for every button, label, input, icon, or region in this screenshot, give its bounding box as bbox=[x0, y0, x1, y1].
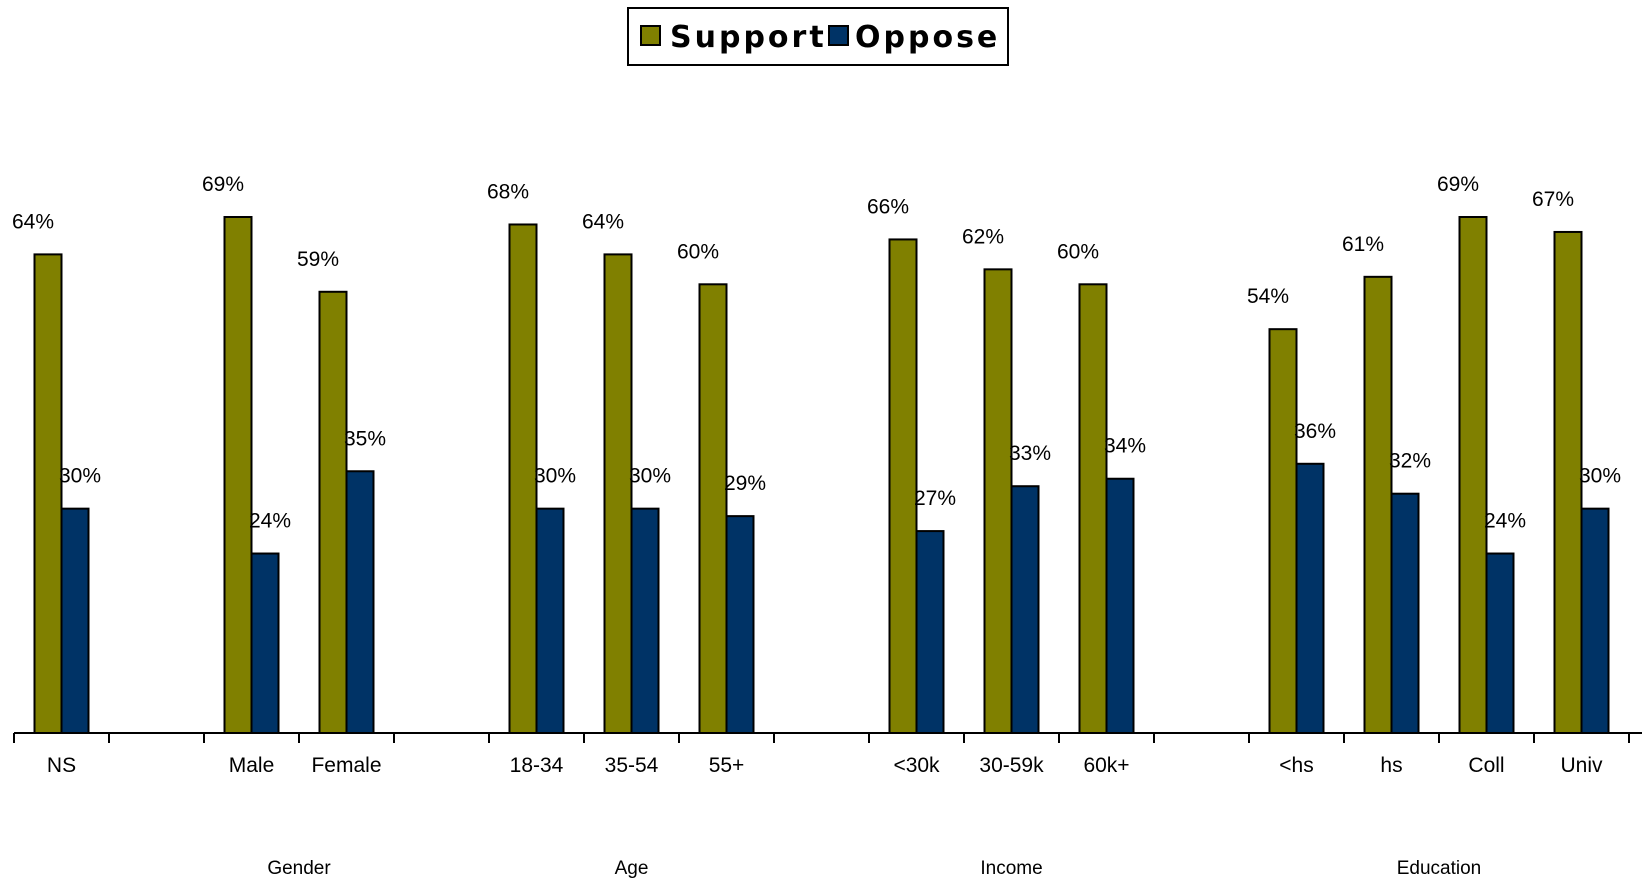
legend: Support Oppose bbox=[627, 7, 1009, 66]
bar-oppose bbox=[725, 515, 755, 734]
group-label: Income bbox=[980, 858, 1042, 879]
bar-oppose bbox=[1010, 485, 1040, 734]
data-label-oppose: 36% bbox=[1294, 420, 1336, 443]
data-label-support: 59% bbox=[297, 248, 339, 271]
group-label: Education bbox=[1397, 858, 1482, 879]
data-label-support: 69% bbox=[202, 173, 244, 196]
group-label: Age bbox=[615, 858, 649, 879]
legend-swatch-oppose bbox=[828, 25, 849, 46]
data-label-oppose: 30% bbox=[534, 465, 576, 488]
labels: 64% 30% NS 69% 24% Male 59% 35% Female 68% 30% 18-3… bbox=[12, 173, 1621, 879]
bar-oppose bbox=[915, 530, 945, 735]
category-label: 30-59k bbox=[979, 754, 1044, 777]
data-label-oppose: 24% bbox=[1484, 510, 1526, 533]
bar-support bbox=[888, 238, 918, 734]
data-label-support: 60% bbox=[677, 240, 719, 263]
bar-oppose bbox=[535, 507, 565, 734]
category-label: hs bbox=[1380, 754, 1402, 777]
data-label-support: 66% bbox=[867, 195, 909, 218]
bar-oppose bbox=[1580, 507, 1610, 734]
data-label-oppose: 33% bbox=[1009, 442, 1051, 465]
legend-label-oppose: Oppose bbox=[855, 20, 1000, 55]
category-label: 55+ bbox=[709, 754, 745, 777]
category-label: Male bbox=[229, 754, 275, 777]
data-label-oppose: 30% bbox=[59, 465, 101, 488]
category-label: 18-34 bbox=[510, 754, 564, 777]
bars bbox=[33, 216, 1610, 735]
x-axis-ticks bbox=[13, 733, 1630, 743]
bar-support bbox=[983, 268, 1013, 734]
data-label-oppose: 34% bbox=[1104, 435, 1146, 458]
bar-oppose bbox=[1485, 552, 1515, 734]
data-label-oppose: 30% bbox=[1579, 465, 1621, 488]
data-label-support: 64% bbox=[12, 210, 54, 233]
bar-support bbox=[1458, 216, 1488, 734]
bar-oppose bbox=[1295, 462, 1325, 734]
data-label-oppose: 35% bbox=[344, 427, 386, 450]
bar-support bbox=[1363, 275, 1393, 734]
data-label-support: 62% bbox=[962, 225, 1004, 248]
data-label-support: 69% bbox=[1437, 173, 1479, 196]
data-label-oppose: 27% bbox=[914, 487, 956, 510]
bar-support bbox=[318, 290, 348, 734]
category-label: 35-54 bbox=[605, 754, 659, 777]
bar-support bbox=[1553, 230, 1583, 735]
category-label: Coll bbox=[1468, 754, 1504, 777]
category-label: Univ bbox=[1560, 754, 1603, 777]
bar-support bbox=[1078, 283, 1108, 734]
bar-support bbox=[1268, 328, 1298, 734]
category-label: <hs bbox=[1279, 754, 1313, 777]
bar-oppose bbox=[250, 552, 280, 734]
data-label-support: 67% bbox=[1532, 188, 1574, 211]
bar-support bbox=[223, 216, 253, 734]
bar-support bbox=[33, 253, 63, 735]
bar-support bbox=[698, 283, 728, 734]
data-label-support: 64% bbox=[582, 210, 624, 233]
bar-support bbox=[603, 253, 633, 735]
bar-oppose bbox=[345, 470, 375, 734]
data-label-oppose: 32% bbox=[1389, 450, 1431, 473]
bar-support bbox=[508, 223, 538, 734]
data-label-support: 54% bbox=[1247, 285, 1289, 308]
group-label: Gender bbox=[267, 858, 331, 879]
data-label-support: 68% bbox=[487, 180, 529, 203]
data-label-oppose: 29% bbox=[724, 472, 766, 495]
category-label: Female bbox=[311, 754, 381, 777]
category-label: <30k bbox=[893, 754, 940, 777]
data-label-support: 60% bbox=[1057, 240, 1099, 263]
legend-swatch-support bbox=[640, 25, 661, 46]
data-label-oppose: 24% bbox=[249, 510, 291, 533]
category-label: NS bbox=[47, 754, 76, 777]
bar-oppose bbox=[630, 507, 660, 734]
legend-box bbox=[627, 7, 1009, 66]
bar-oppose bbox=[60, 507, 90, 734]
bar-oppose bbox=[1105, 477, 1135, 734]
data-label-oppose: 30% bbox=[629, 465, 671, 488]
bar-oppose bbox=[1390, 492, 1420, 734]
data-label-support: 61% bbox=[1342, 233, 1384, 256]
category-label: 60k+ bbox=[1083, 754, 1129, 777]
legend-label-support: Support bbox=[670, 20, 827, 55]
